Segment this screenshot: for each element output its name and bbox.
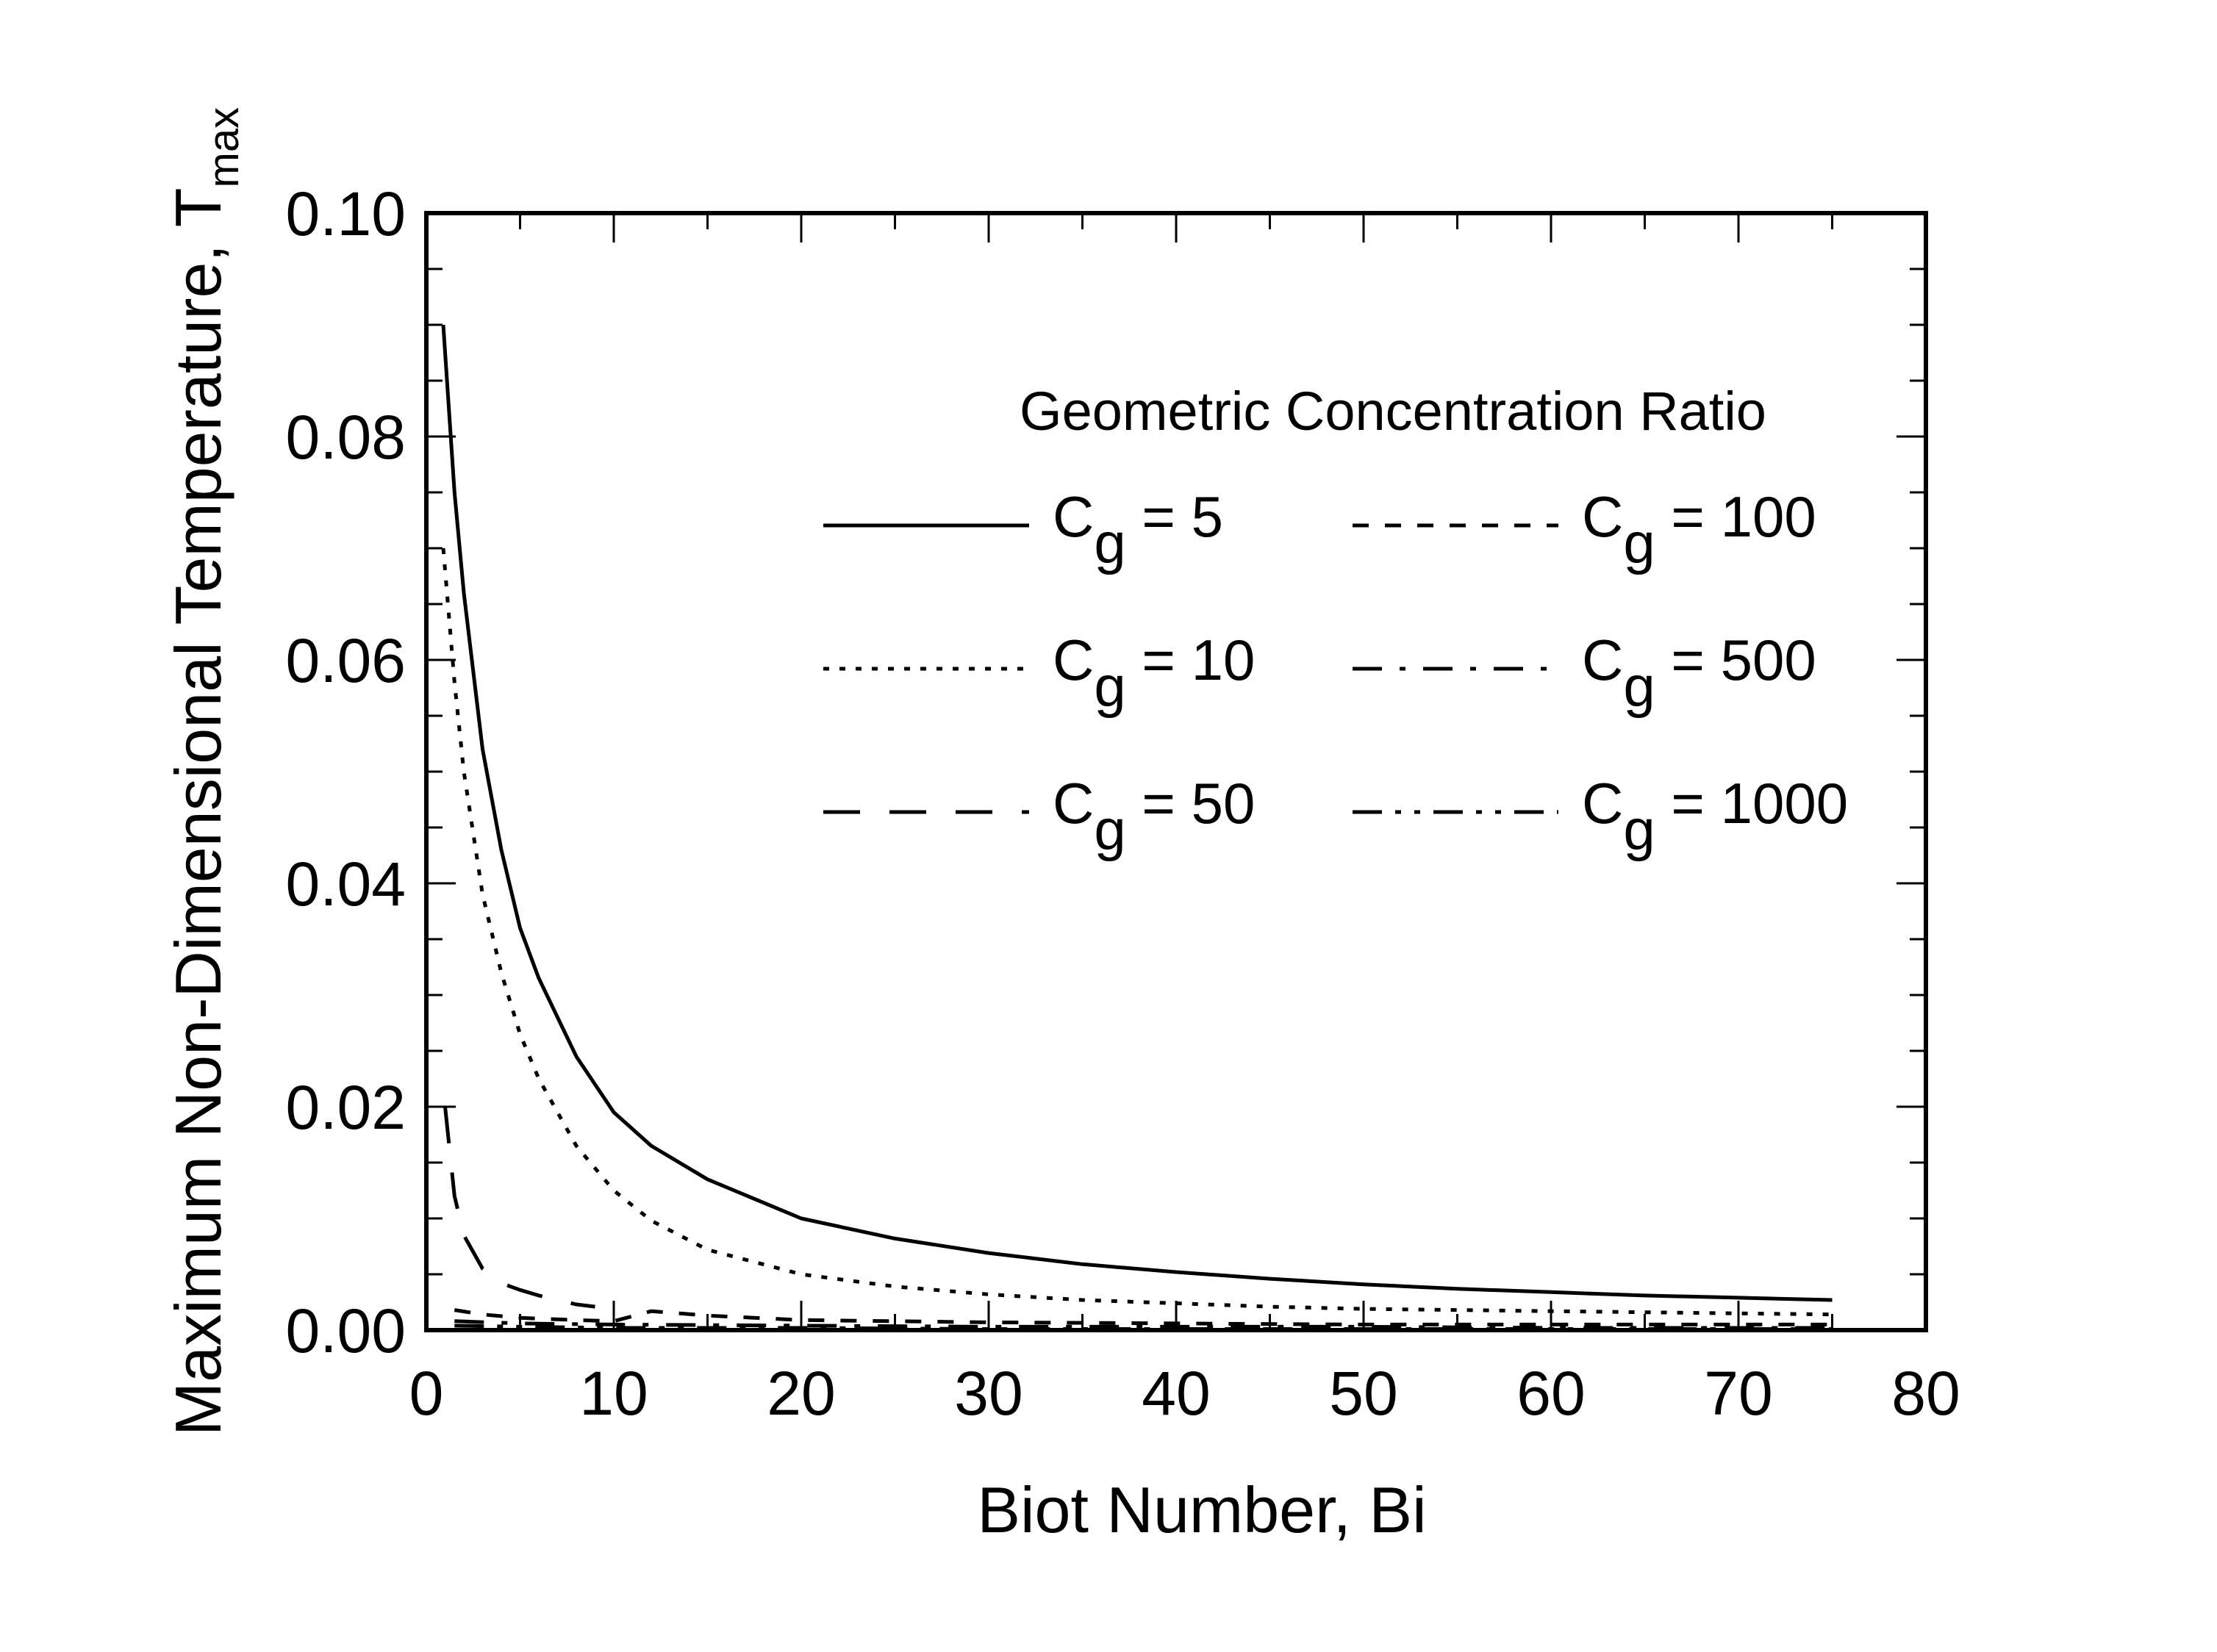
legend: Geometric Concentration Ratio Cg = 5Cg =…: [823, 381, 1848, 862]
x-tick-label: 10: [579, 1359, 648, 1428]
legend-label-6: Cg = 1000: [1582, 771, 1848, 862]
x-tick-label: 60: [1516, 1359, 1585, 1428]
x-axis-ticks: 0 10 20 30 40 50 60 70 80: [409, 213, 1960, 1428]
x-axis-label: Biot Number, Bi: [977, 1473, 1426, 1546]
series-lines: [441, 324, 1833, 1331]
y-axis-label: Maximum Non-Dimensional Temperature, Tma…: [162, 107, 248, 1436]
series-line-2: [441, 547, 1833, 1317]
series-line-3: [443, 1106, 595, 1309]
legend-title: Geometric Concentration Ratio: [1020, 381, 1766, 442]
x-tick-label: 20: [767, 1359, 835, 1428]
y-tick-label: 0.00: [286, 1296, 406, 1365]
series-line-4: [454, 1308, 1833, 1326]
svg-text:Maximum Non-Dimensional Temper: Maximum Non-Dimensional Temperature, Tma…: [162, 107, 248, 1436]
x-tick-label: 0: [409, 1359, 444, 1428]
y-tick-label: 0.08: [286, 403, 406, 472]
legend-label-3: Cg = 50: [1053, 771, 1255, 862]
legend-label-4: Cg = 100: [1582, 484, 1816, 575]
x-tick-label: 40: [1142, 1359, 1210, 1428]
legend-label-2: Cg = 10: [1053, 628, 1255, 719]
legend-label-1: Cg = 5: [1053, 484, 1223, 575]
y-axis-ticks: 0.00 0.02 0.04 0.06 0.08 0.10: [286, 179, 1926, 1365]
x-tick-label: 70: [1704, 1359, 1772, 1428]
y-axis-label-sub: max: [200, 107, 248, 188]
y-tick-label: 0.04: [286, 850, 406, 919]
series-line-6: [454, 1324, 1833, 1331]
legend-label-5: Cg = 500: [1582, 628, 1816, 719]
series-line-1: [441, 324, 1833, 1302]
x-tick-label: 80: [1891, 1359, 1960, 1428]
x-tick-label: 50: [1329, 1359, 1397, 1428]
y-tick-label: 0.02: [286, 1073, 406, 1142]
y-tick-label: 0.10: [286, 179, 406, 248]
legend-items: Cg = 5 Cg = 10 Cg = 50 Cg = 100 Cg = 500 Cg =…: [823, 484, 1848, 862]
y-axis-label-main: Maximum Non-Dimensional Temperature, T: [162, 187, 234, 1436]
y-tick-label: 0.06: [286, 626, 406, 695]
x-tick-label: 30: [954, 1359, 1022, 1428]
